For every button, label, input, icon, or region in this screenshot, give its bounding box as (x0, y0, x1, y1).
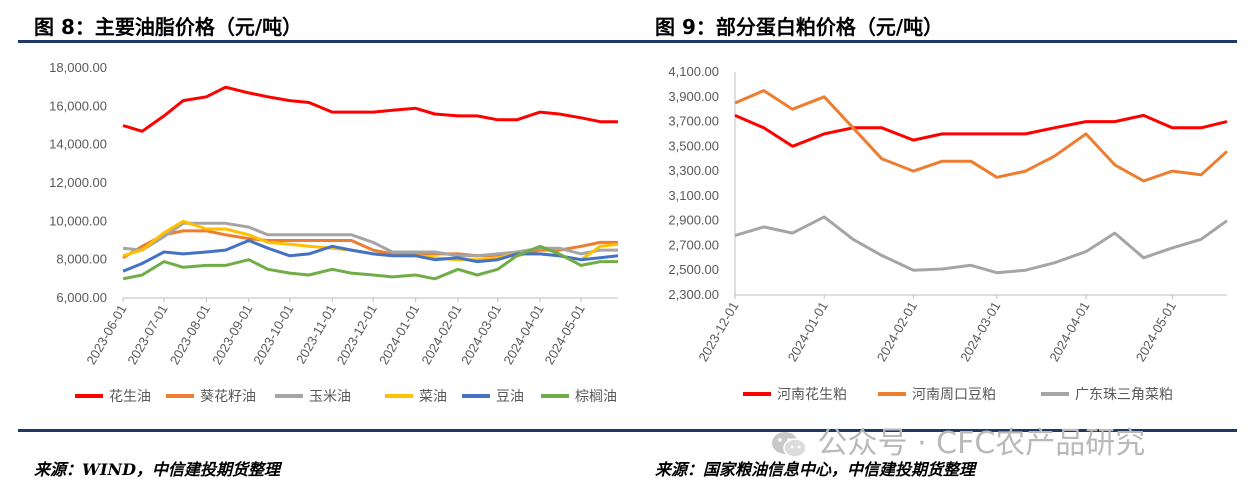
y-tick-label: 3,300.00 (668, 163, 719, 178)
y-tick-label: 3,100.00 (668, 188, 719, 203)
x-tick-label: 2024-05-01 (541, 302, 587, 367)
top-rule (624, 40, 1237, 43)
y-tick-label: 2,700.00 (668, 237, 719, 252)
series-line-2 (122, 229, 618, 260)
series-line-1 (122, 85, 618, 133)
figure-9-source: 来源：国家粮油信息中心，中信建投期货整理 (655, 460, 976, 479)
top-rule (18, 40, 624, 43)
y-tick-label: 6,000.00 (56, 290, 107, 305)
legend-label: 广东珠三角菜粕 (1075, 386, 1173, 402)
legend-label: 河南花生粕 (777, 386, 847, 402)
y-tick-label: 2,300.00 (668, 287, 719, 302)
legend-label: 河南周口豆粕 (912, 386, 996, 402)
y-tick-label: 4,100.00 (668, 64, 719, 79)
wechat-icon (772, 431, 807, 458)
x-tick-label: 2024-04-01 (1046, 299, 1092, 364)
series-line-1 (734, 113, 1228, 148)
y-tick-label: 16,000.00 (49, 98, 107, 113)
y-tick-label: 18,000.00 (49, 60, 107, 75)
x-tick-label: 2024-05-01 (1133, 299, 1179, 364)
x-tick-label: 2023-12-01 (695, 299, 741, 364)
y-tick-label: 14,000.00 (49, 137, 107, 152)
x-tick-label: 2023-07-01 (124, 302, 170, 367)
oil-price-panel: 图 8：主要油脂价格（元/吨） 6,000.00 8,000.00 10,000.0… (0, 0, 624, 487)
bottom-rule (624, 429, 1237, 432)
bottom-rule (18, 429, 624, 432)
x-tick-label: 2023-12-01 (334, 302, 380, 367)
x-tick-label: 2023-10-01 (250, 302, 296, 367)
legend-label: 葵花籽油 (200, 388, 256, 404)
y-tick-label: 3,700.00 (668, 114, 719, 129)
y-tick-label: 8,000.00 (56, 252, 107, 267)
y-tick-label: 3,900.00 (668, 89, 719, 104)
meal-price-chart: 2,300.00 2,500.00 2,700.00 2,900.00 3,100.00… (668, 64, 1229, 402)
legend-label: 玉米油 (309, 388, 351, 404)
x-tick-label: 2024-02-01 (874, 299, 920, 364)
oil-price-chart: 6,000.00 8,000.00 10,000.00 12,000.00 14,000… (49, 60, 619, 404)
legend-label: 菜油 (419, 388, 447, 404)
x-tick-label: 2023-06-01 (83, 302, 129, 367)
y-tick-label: 10,000.00 (49, 213, 107, 228)
x-tick-label: 2023-09-01 (209, 302, 255, 367)
series-line-3 (122, 221, 618, 258)
series-line-2 (734, 89, 1229, 183)
x-tick-label: 2024-03-01 (957, 299, 1003, 364)
x-tick-label: 2024-03-01 (458, 302, 504, 367)
y-tick-label: 3,500.00 (668, 138, 719, 153)
series-line-3 (734, 215, 1228, 275)
x-tick-label: 2024-01-01 (376, 302, 422, 367)
y-tick-label: 2,900.00 (668, 213, 719, 228)
watermark-text: 公众号 · CFC农产品研究 (817, 426, 1146, 461)
series-line-5 (122, 239, 619, 273)
y-tick-label: 2,500.00 (668, 262, 719, 277)
legend-label: 花生油 (109, 388, 151, 404)
x-tick-label: 2024-02-01 (418, 302, 464, 367)
meal-price-panel: 图 9：部分蛋白粕价格（元/吨） 2,300.00 2,500.00 2,700.0… (624, 0, 1249, 487)
legend-label: 棕榈油 (575, 388, 617, 404)
legend-label: 豆油 (496, 388, 524, 404)
x-tick-label: 2023-11-01 (293, 302, 339, 366)
figure-9-title: 图 9：部分蛋白粕价格（元/吨） (655, 15, 944, 39)
series-line-6 (122, 244, 618, 281)
x-tick-label: 2024-01-01 (785, 299, 831, 364)
watermark: 公众号 · CFC农产品研究 (770, 418, 1145, 462)
y-tick-label: 12,000.00 (49, 175, 107, 190)
figure-8-source: 来源：WIND，中信建投期货整理 (34, 460, 280, 479)
x-tick-label: 2023-08-01 (167, 302, 213, 367)
x-tick-label: 2024-04-01 (500, 302, 546, 367)
figure-8-title: 图 8：主要油脂价格（元/吨） (34, 15, 303, 39)
